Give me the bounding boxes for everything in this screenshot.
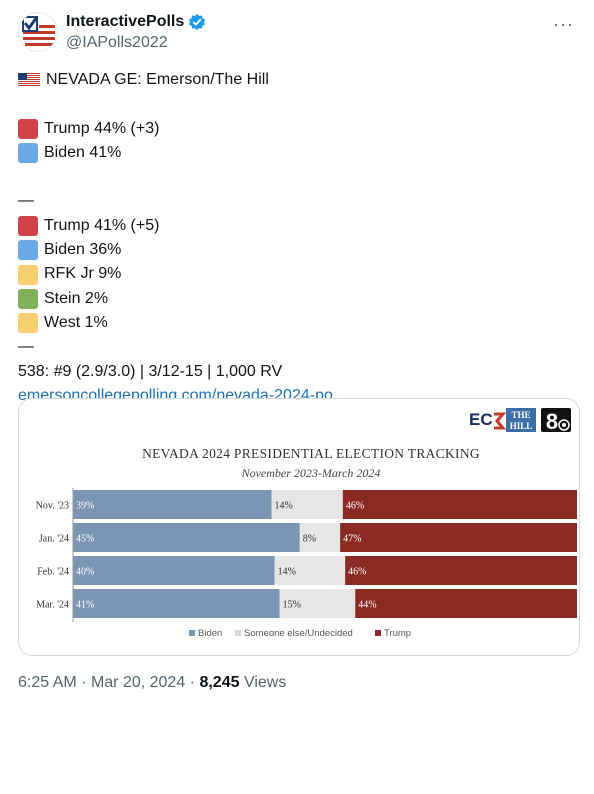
tweet-line: RFK Jr 9% — [18, 262, 578, 286]
tweet-line: Trump 44% (+3) — [18, 117, 578, 141]
color-square-icon — [18, 215, 38, 236]
tweet-line: Biden 36% — [18, 238, 578, 262]
more-options-icon[interactable]: ··· — [553, 14, 574, 34]
bar-value-label: 14% — [275, 501, 293, 512]
separator: · — [81, 674, 87, 691]
tweet-line: Biden 41% — [18, 141, 578, 165]
the-hill-logo-top: THE — [511, 410, 530, 420]
color-square-icon — [18, 240, 38, 261]
bar-biden — [73, 556, 275, 585]
bars-group: Nov. '23 39% 14% 46% Jan. '24 45% 8% 47% Feb. '2… — [36, 488, 577, 622]
chart-subtitle: November 2023-March 2024 — [241, 466, 381, 480]
cbs-eye-icon — [558, 419, 570, 431]
bar-value-label: 44% — [358, 600, 376, 611]
color-square-icon — [18, 313, 38, 334]
avatar[interactable] — [18, 12, 58, 52]
legend-label: Biden — [198, 628, 222, 639]
legend-swatch — [189, 630, 195, 636]
legend-label: Trump — [384, 628, 411, 639]
bar-biden — [73, 490, 272, 519]
tweet-line-text: Trump 41% (+5) — [44, 216, 160, 234]
logo-group: EC THE HILL 8 — [469, 408, 571, 434]
chart-legend: Biden Someone else/Undecided Trump — [189, 628, 411, 639]
legend-swatch — [375, 630, 381, 636]
tweet-line-text: Trump 44% (+3) — [44, 119, 160, 137]
tweet-line-text: West 1% — [44, 313, 108, 331]
tweet-line: — — [18, 189, 578, 213]
tweet-line-text: — — [18, 192, 34, 210]
display-name[interactable]: InteractivePolls — [66, 13, 185, 30]
color-square-icon — [18, 143, 38, 164]
the-hill-logo-bottom: HILL — [510, 421, 533, 431]
us-flag-icon — [18, 73, 40, 88]
tweet-line — [18, 92, 578, 116]
tweet-line-text: — — [18, 338, 34, 356]
category-label: Mar. '24 — [36, 600, 69, 611]
ecp-logo: EC — [469, 410, 493, 429]
tweet-footer: 6:25 AM · Mar 20, 2024 · 8,245 Views — [18, 674, 286, 692]
color-square-icon — [18, 118, 38, 139]
tweet-line-text: RFK Jr 9% — [44, 265, 122, 283]
bar-biden — [73, 589, 280, 618]
tweet-line-text: 538: #9 (2.9/3.0) | 3/12-15 | 1,000 RV — [18, 362, 283, 380]
tweet-line: Stein 2% — [18, 287, 578, 311]
category-label: Nov. '23 — [36, 501, 69, 512]
tweet-line: 538: #9 (2.9/3.0) | 3/12-15 | 1,000 RV — [18, 360, 578, 384]
the-hill-logo-bg — [506, 408, 536, 432]
tweet-text: NEVADA GE: Emerson/The Hill Trump 44% (+3… — [18, 68, 578, 408]
bar-value-label: 47% — [343, 534, 361, 545]
views-label: Views — [243, 674, 287, 691]
election-tracking-chart: EC THE HILL 8 NEVADA 2024 PRESIDENTIAL E… — [36, 408, 577, 639]
tweet-line-text: NEVADA GE: Emerson/The Hill — [46, 71, 269, 88]
chart-image-card[interactable]: EC THE HILL 8 NEVADA 2024 PRESIDENTIAL E… — [18, 398, 580, 656]
views-count: 8,245 — [199, 674, 240, 691]
handle[interactable]: @IAPolls2022 — [66, 34, 168, 51]
bar-value-label: 39% — [76, 501, 94, 512]
bar-biden — [73, 523, 300, 552]
legend-label: Someone else/Undecided — [244, 628, 353, 639]
color-square-icon — [18, 288, 38, 309]
color-square-icon — [18, 264, 38, 285]
us-flag-check-logo-icon — [19, 13, 57, 51]
bar-someone-else-undecided — [271, 490, 343, 519]
bar-value-label: 41% — [76, 600, 94, 611]
bar-value-label: 15% — [283, 600, 301, 611]
bar-someone-else-undecided — [279, 589, 356, 618]
tweet-line: NEVADA GE: Emerson/The Hill — [18, 68, 578, 92]
ecp-logo-mark-icon — [494, 412, 507, 430]
bar-someone-else-undecided — [299, 523, 341, 552]
tweet-line: West 1% — [18, 311, 578, 335]
tweet-date[interactable]: Mar 20, 2024 — [90, 674, 186, 691]
chart-title: NEVADA 2024 PRESIDENTIAL ELECTION TRACKI… — [142, 446, 480, 461]
tweet-line — [18, 165, 578, 189]
tweet-line-text: Biden 36% — [44, 241, 122, 259]
bar-value-label: 46% — [346, 501, 364, 512]
bar-value-label: 45% — [76, 534, 94, 545]
tweet-line-text: Stein 2% — [44, 289, 109, 307]
tweet-time[interactable]: 6:25 AM — [18, 674, 77, 691]
bar-trump — [345, 556, 577, 585]
ch8-logo-number: 8 — [546, 409, 558, 434]
legend-swatch — [235, 630, 241, 636]
category-label: Jan. '24 — [39, 534, 69, 545]
category-label: Feb. '24 — [37, 567, 69, 578]
tweet-line: — — [18, 335, 578, 359]
tweet-line-text: Biden 41% — [44, 143, 122, 161]
bar-value-label: 14% — [278, 567, 296, 578]
bar-trump — [355, 589, 577, 618]
bar-value-label: 46% — [348, 567, 366, 578]
bar-someone-else-undecided — [274, 556, 346, 585]
verified-badge-icon — [189, 13, 206, 31]
bar-value-label: 40% — [76, 567, 94, 578]
bar-trump — [342, 490, 577, 519]
separator: · — [189, 674, 195, 691]
tweet-line: Trump 41% (+5) — [18, 214, 578, 238]
bar-value-label: 8% — [303, 534, 316, 545]
bar-trump — [340, 523, 577, 552]
tweet-header: InteractivePolls @IAPolls2022 ··· — [18, 12, 578, 56]
